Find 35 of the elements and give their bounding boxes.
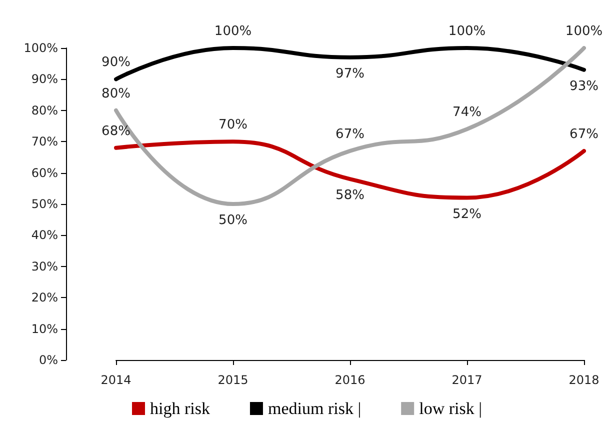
x-tick-label: 2018 bbox=[568, 373, 600, 387]
legend-label: low risk | bbox=[419, 399, 482, 418]
legend-label: medium risk | bbox=[268, 399, 362, 418]
y-tick-label: 0% bbox=[38, 353, 58, 367]
data-label: 100% bbox=[448, 24, 486, 39]
data-label: 100% bbox=[214, 24, 252, 39]
y-tick-label: 40% bbox=[31, 228, 58, 242]
x-tick-label: 2015 bbox=[218, 373, 248, 387]
x-tick-label: 2017 bbox=[452, 373, 482, 387]
data-label: 50% bbox=[218, 213, 248, 228]
y-tick-label: 90% bbox=[31, 72, 58, 86]
data-label: 74% bbox=[452, 105, 482, 120]
y-tick-label: 80% bbox=[31, 103, 58, 118]
y-tick-label: 20% bbox=[31, 290, 58, 305]
data-label: 100% bbox=[565, 24, 603, 39]
y-tick-label: 70% bbox=[31, 134, 58, 149]
x-tick-label: 2014 bbox=[100, 373, 132, 387]
y-tick-label: 60% bbox=[31, 166, 58, 180]
data-label: 80% bbox=[102, 86, 130, 102]
data-label: 68% bbox=[102, 124, 130, 139]
y-tick-label: 10% bbox=[31, 322, 58, 336]
data-label: 52% bbox=[452, 206, 482, 222]
data-label: 97% bbox=[336, 66, 364, 82]
y-tick-label: 100% bbox=[24, 41, 58, 55]
data-label: 70% bbox=[218, 118, 248, 133]
line-series bbox=[114, 140, 586, 200]
data-label: 67% bbox=[570, 126, 598, 142]
y-tick-label: 30% bbox=[31, 259, 58, 274]
legend-label: high risk bbox=[150, 399, 210, 418]
data-label: 67% bbox=[336, 126, 364, 142]
x-tick-label: 2016 bbox=[334, 373, 366, 387]
data-label: 58% bbox=[336, 188, 364, 204]
y-tick-label: 50% bbox=[31, 197, 58, 211]
data-label: 90% bbox=[102, 55, 130, 70]
data-label: 93% bbox=[570, 78, 598, 94]
